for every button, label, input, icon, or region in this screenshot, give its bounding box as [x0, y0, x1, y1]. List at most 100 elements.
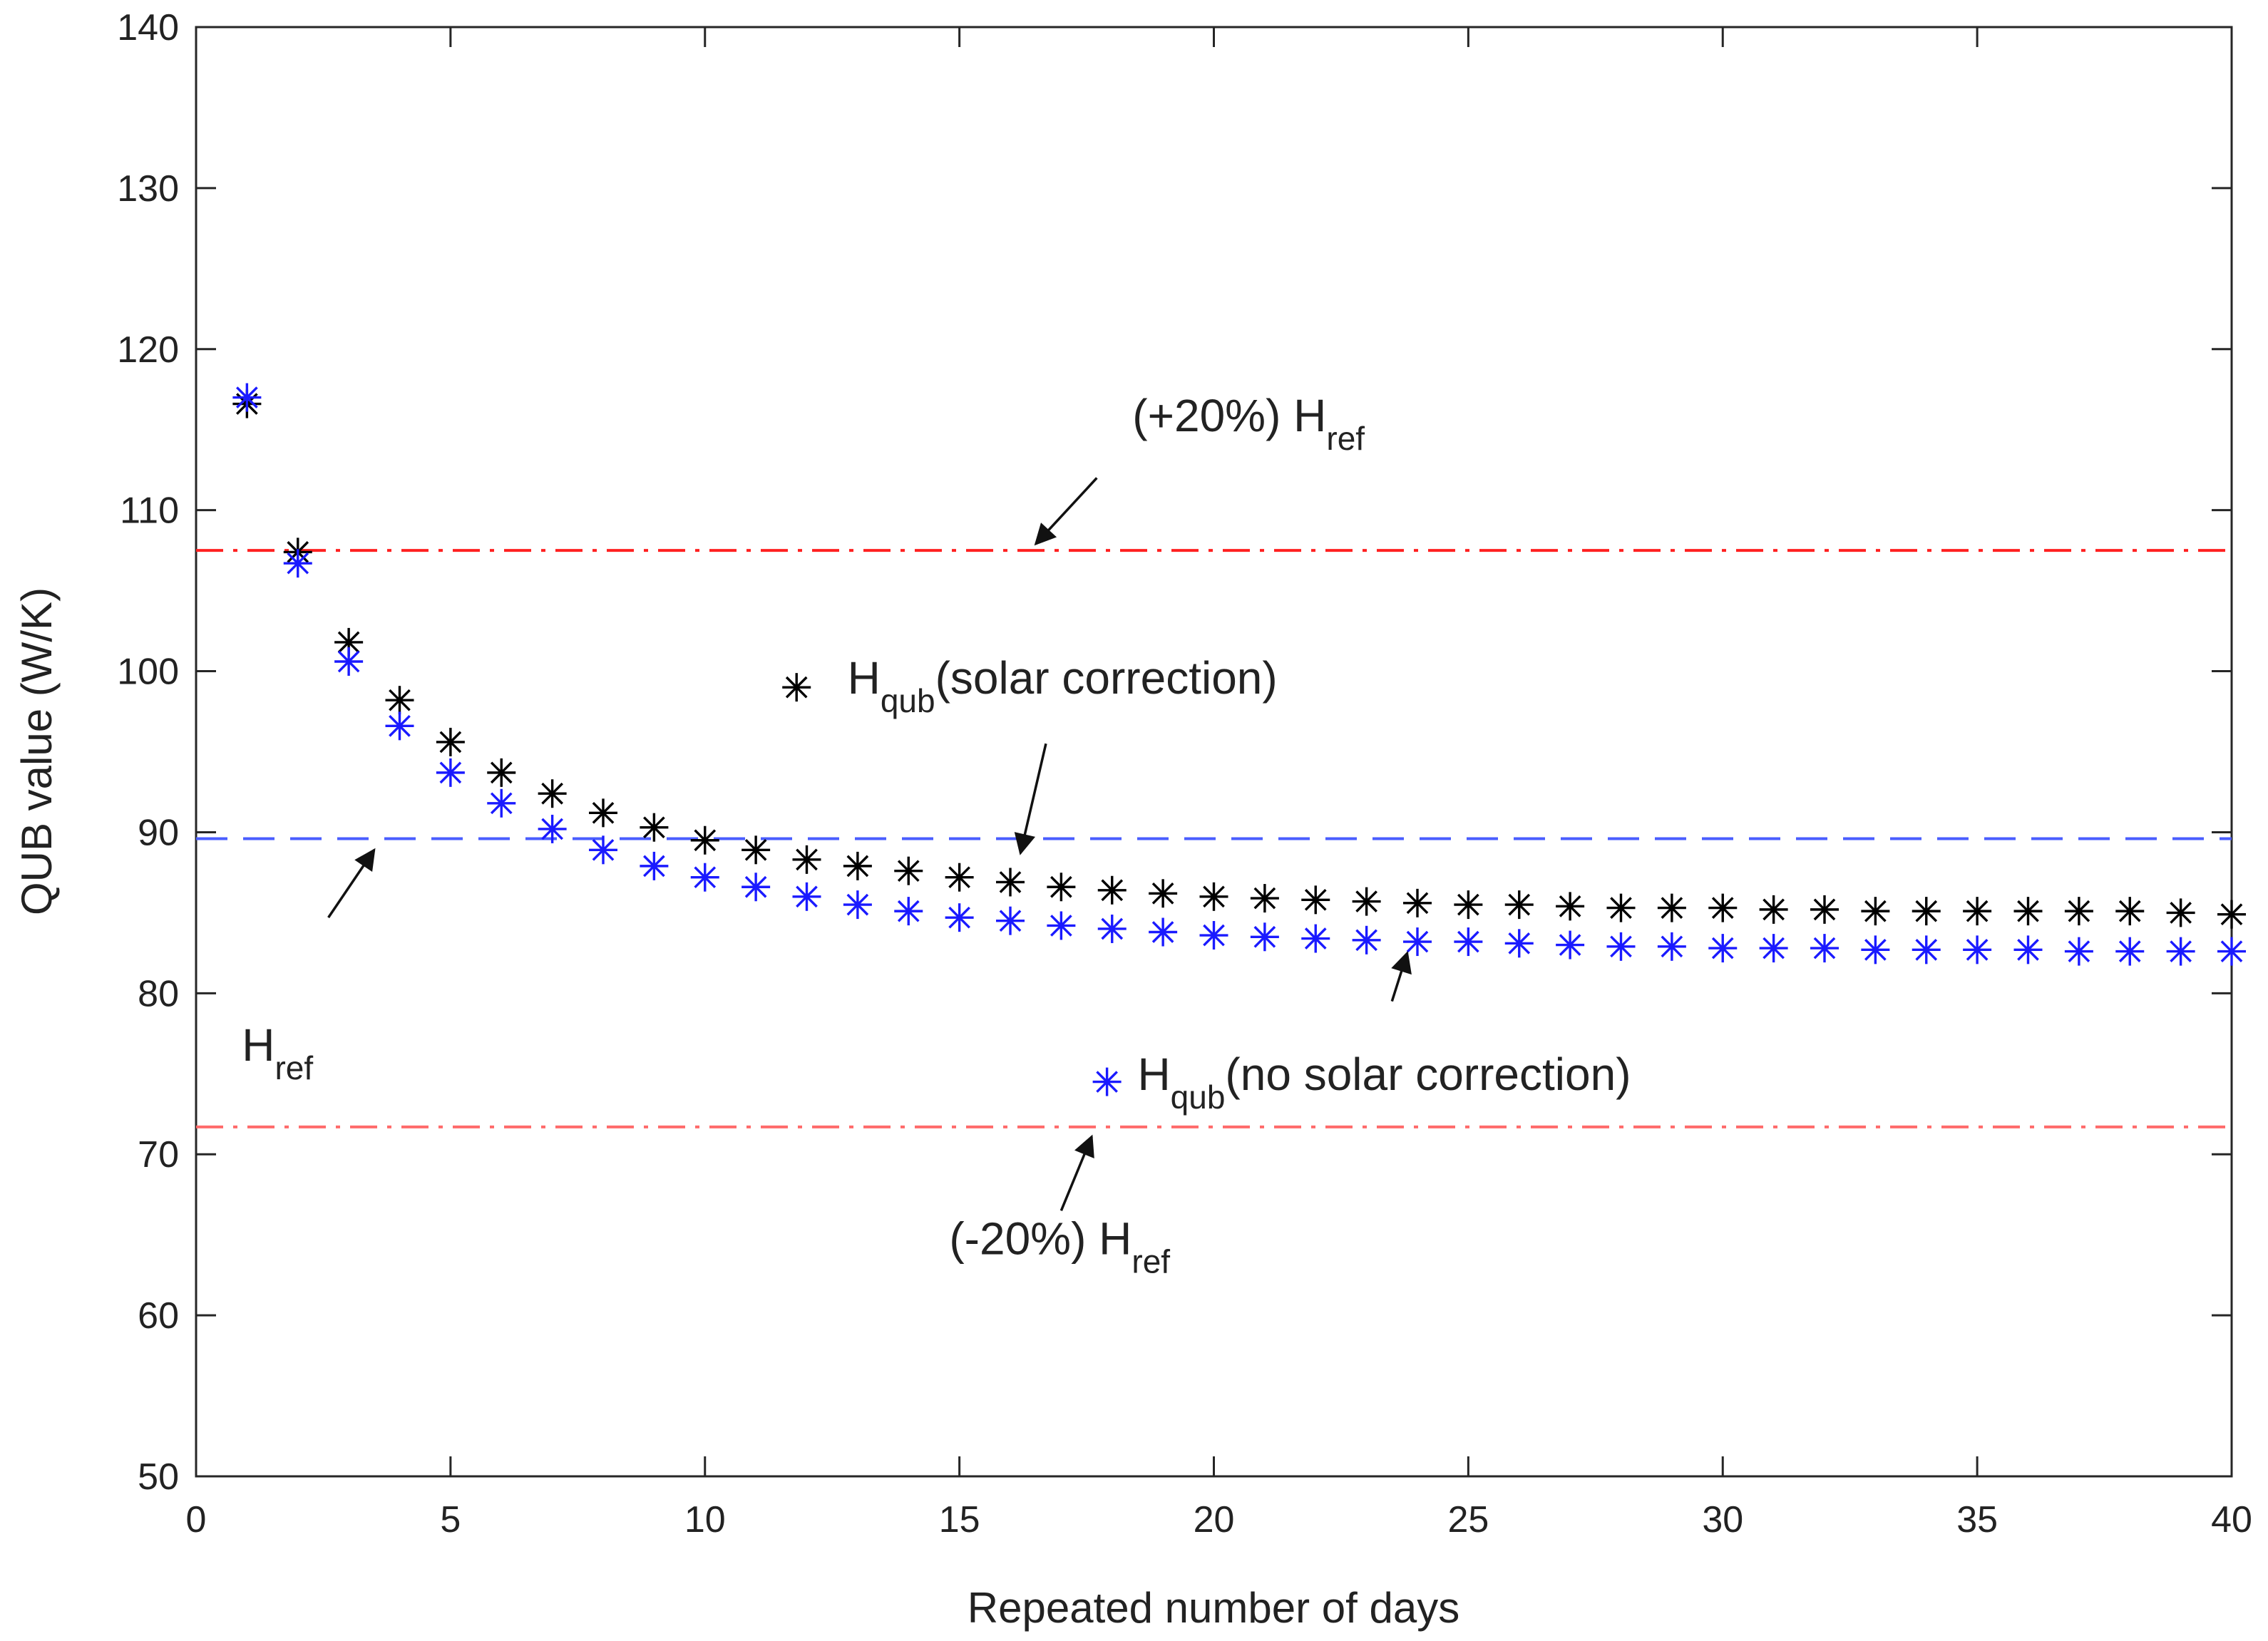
- data-point: [2217, 937, 2246, 966]
- y-tick-label: 130: [117, 168, 179, 210]
- data-point: [1556, 930, 1585, 960]
- data-point: [1556, 892, 1585, 921]
- data-point: [690, 863, 719, 892]
- y-tick-label: 80: [138, 973, 179, 1014]
- annotation-arrow: [1034, 477, 1098, 546]
- x-tick-label: 25: [1447, 1499, 1489, 1540]
- data-point: [1708, 893, 1738, 922]
- y-tick-label: 120: [117, 329, 179, 371]
- data-point: [640, 851, 669, 880]
- data-point: [945, 903, 974, 932]
- data-point: [1301, 924, 1330, 953]
- data-point: [283, 549, 312, 578]
- data-point: [1454, 890, 1483, 920]
- data-point: [1403, 927, 1432, 957]
- data-point: [690, 825, 719, 855]
- data-point: [742, 835, 771, 865]
- data-point: [996, 906, 1025, 935]
- y-tick-label: 50: [138, 1456, 179, 1498]
- data-point: [1301, 885, 1330, 915]
- data-point: [1759, 934, 1788, 963]
- data-point: [1708, 934, 1738, 963]
- y-tick-label: 100: [117, 652, 179, 693]
- data-point: [2064, 937, 2093, 966]
- data-point: [1149, 879, 1178, 908]
- annotation-arrow: [1390, 951, 1412, 1002]
- x-tick-label: 20: [1194, 1499, 1235, 1540]
- data-point: [487, 758, 516, 787]
- data-point: [1657, 932, 1686, 961]
- data-point: [2013, 935, 2043, 964]
- x-tick-label: 30: [1702, 1499, 1743, 1540]
- annotation-label: Hqub(no solar correction): [1137, 1049, 1631, 1116]
- y-tick-label: 70: [138, 1134, 179, 1176]
- data-point: [385, 686, 414, 715]
- data-point: [436, 727, 465, 756]
- data-point: [1963, 897, 1992, 926]
- data-point: [1047, 873, 1076, 902]
- data-point: [1097, 875, 1127, 905]
- x-tick-label: 40: [2211, 1499, 2252, 1540]
- x-tick-label: 10: [684, 1499, 726, 1540]
- x-tick-label: 15: [939, 1499, 980, 1540]
- data-point: [334, 627, 364, 657]
- plot-area: [195, 26, 2233, 1478]
- data-point: [589, 798, 617, 828]
- annotations: (+20%) Href Href Hqub(solar correction) Hqu…: [242, 390, 1631, 1280]
- data-point: [1097, 914, 1127, 943]
- axis-ticks: 0 5 10 15 20 25 30 35 40 50 60 70 80 90 100 110 120 130 14…: [117, 7, 2252, 1540]
- data-point: [640, 813, 669, 842]
- annotation-label: Hqub(solar correction): [848, 652, 1278, 719]
- data-point: [1861, 935, 1890, 964]
- data-point: [1606, 932, 1636, 961]
- data-point: [538, 814, 567, 843]
- data-point: [1199, 921, 1228, 950]
- data-point: [1963, 935, 1992, 964]
- legend-marker: [782, 673, 811, 702]
- data-point: [1199, 882, 1228, 911]
- data-point: [996, 868, 1025, 897]
- annotation-label: (+20%) Href: [1132, 390, 1365, 457]
- y-tick-label: 110: [120, 490, 179, 532]
- data-point: [2064, 897, 2093, 926]
- data-point: [589, 835, 617, 865]
- annotation-arrow: [327, 848, 376, 919]
- data-point: [1759, 895, 1788, 924]
- data-point: [792, 882, 821, 911]
- data-point: [385, 711, 414, 741]
- x-tick-label: 5: [440, 1499, 461, 1540]
- y-axis-title: QUB value (W/K): [13, 587, 61, 915]
- annotation-label: Href: [242, 1019, 313, 1086]
- data-point: [742, 873, 771, 902]
- data-point: [1149, 917, 1178, 947]
- y-tick-label: 60: [138, 1295, 179, 1337]
- data-point: [894, 856, 923, 885]
- data-point: [334, 647, 364, 677]
- annotation-arrow: [1014, 743, 1047, 855]
- data-series: [232, 383, 2246, 966]
- annotation-label: (-20%) Href: [949, 1213, 1170, 1280]
- data-point: [792, 845, 821, 874]
- data-point: [2013, 897, 2043, 926]
- data-point: [2115, 937, 2145, 966]
- data-point: [1912, 897, 1941, 926]
- data-point: [538, 779, 567, 808]
- data-point: [843, 890, 872, 920]
- data-point: [1606, 893, 1636, 922]
- annotation-arrow: [1059, 1134, 1094, 1211]
- data-point: [1657, 893, 1686, 922]
- data-point: [1810, 934, 1839, 963]
- legend-marker: [1092, 1067, 1122, 1096]
- data-point: [1912, 935, 1941, 964]
- data-point: [894, 897, 923, 926]
- x-axis-title: Repeated number of days: [968, 1584, 1459, 1632]
- data-point: [945, 863, 974, 892]
- x-tick-label: 35: [1956, 1499, 1998, 1540]
- reference-lines: [196, 549, 2232, 1128]
- data-point: [2115, 897, 2145, 926]
- data-point: [1352, 925, 1381, 955]
- data-point: [1352, 887, 1381, 916]
- data-point: [1047, 911, 1076, 940]
- data-point: [1250, 884, 1279, 913]
